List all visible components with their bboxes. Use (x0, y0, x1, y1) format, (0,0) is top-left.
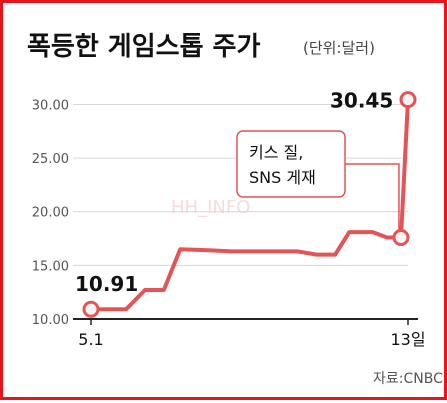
data-point-marker (82, 300, 100, 318)
watermark: HH_INFO (171, 197, 250, 218)
callout-leader (345, 163, 400, 230)
y-tick-label: 15.00 (32, 259, 69, 274)
data-point-marker (392, 228, 410, 246)
data-label-end: 30.45 (330, 89, 393, 113)
stock-price-chart: 폭등한 게임스톱 주가 (단위:달러) HH_INFO 10.00 15.00 20… (27, 32, 443, 387)
source-label: 자료:CNBC (373, 371, 443, 387)
callout-text-line1: 키스 질, (249, 143, 303, 162)
data-labels: 10.91 30.45 (75, 89, 393, 297)
unit-label: (단위:달러) (303, 39, 375, 57)
callout-text-line2: SNS 게재 (249, 168, 316, 187)
data-label-start: 10.91 (75, 272, 138, 296)
y-tick-label: 25.00 (32, 152, 69, 167)
chart-title: 폭등한 게임스톱 주가 (27, 32, 260, 62)
y-tick-label: 30.00 (32, 98, 69, 113)
x-tick-label: 5.1 (78, 330, 103, 349)
callout-box (236, 130, 346, 198)
y-tick-label: 10.00 (32, 313, 69, 328)
series-line-layer (89, 97, 410, 312)
series-line (89, 97, 410, 312)
x-tick-label: 13일 (390, 330, 425, 349)
annotation-callout: 키스 질, SNS 게재 (236, 130, 400, 230)
y-tick-label: 20.00 (32, 206, 69, 221)
markers (82, 91, 417, 318)
data-point-marker (399, 91, 417, 109)
axes: 10.00 15.00 20.00 25.00 30.00 5.1 13일 (32, 98, 426, 349)
